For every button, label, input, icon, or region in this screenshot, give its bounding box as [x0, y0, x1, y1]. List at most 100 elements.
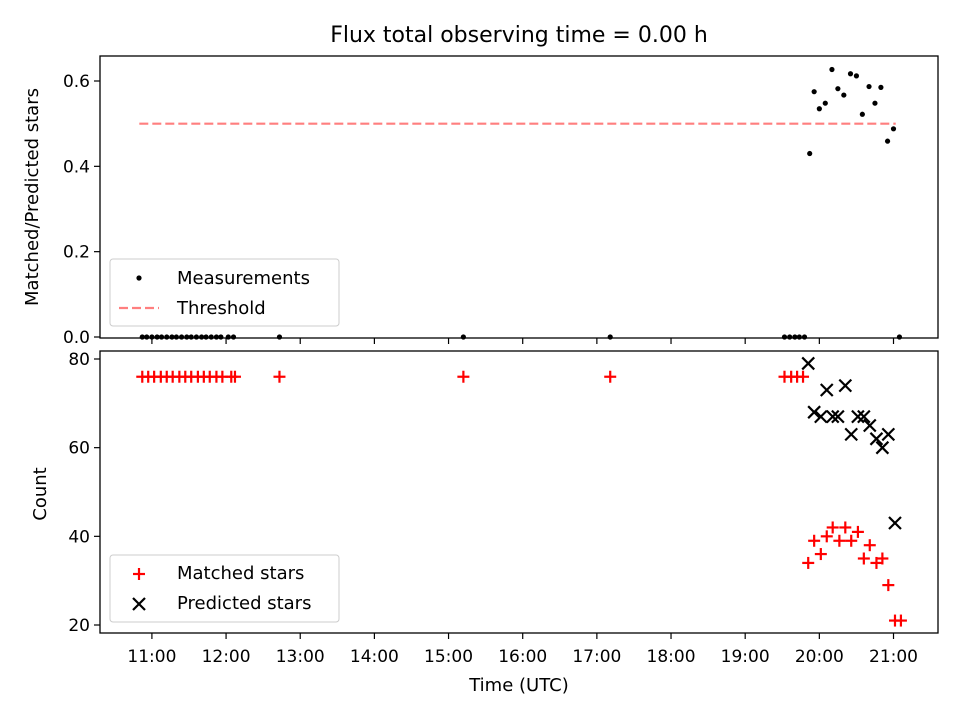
- matched-star-point: [814, 548, 827, 561]
- measurement-point: [853, 73, 860, 79]
- ratio-y-ticks: 0.0 0.2 0.4 0.6: [63, 72, 100, 348]
- matched-star-point: [857, 552, 870, 565]
- measurement-point: [173, 334, 179, 340]
- x-tick-label: 16:00: [498, 647, 547, 667]
- legend-measurements-marker: [136, 275, 142, 281]
- matched-star-point: [802, 556, 815, 569]
- matched-star-point: [808, 534, 821, 547]
- measurement-point: [164, 334, 170, 340]
- predicted-star-point: [851, 409, 865, 424]
- measurement-point: [816, 106, 822, 112]
- x-tick-label: 15:00: [424, 647, 473, 667]
- measurement-point: [154, 334, 160, 340]
- x-tick-label: 13:00: [276, 647, 325, 667]
- predicted-star-point: [888, 516, 902, 530]
- measurement-point: [859, 111, 865, 117]
- x-tick-label: 20:00: [795, 647, 844, 667]
- measurement-point: [169, 334, 175, 340]
- ratio-legend: Measurements Threshold: [109, 258, 340, 327]
- measurement-point: [203, 334, 209, 340]
- matched-star-point: [604, 370, 617, 383]
- matched-star-point: [820, 530, 833, 543]
- count-y-tick-label: 60: [68, 439, 90, 459]
- ratio-y-tick-label: 0.2: [63, 243, 90, 263]
- measurement-point: [208, 334, 214, 340]
- x-tick-label: 19:00: [721, 647, 770, 667]
- count-legend-box: [109, 554, 340, 623]
- x-tick-label: 21:00: [869, 647, 918, 667]
- count-x-ticks: 11:00 12:00 13:00 14:00 15:00 16:00 17:00 18:00…: [127, 633, 918, 667]
- predicted-star-point: [862, 418, 877, 433]
- count-points: [136, 356, 907, 627]
- measurement-point: [178, 334, 185, 340]
- measurement-point: [884, 138, 891, 144]
- measurement-point: [781, 334, 788, 340]
- predicted-star-point: [869, 432, 884, 446]
- count-axes-frame: [99, 350, 939, 634]
- count-y-tick-label: 40: [68, 527, 90, 547]
- count-y-axis-label: Count: [30, 467, 51, 520]
- measurement-point: [878, 84, 884, 90]
- matched-star-point: [882, 579, 895, 592]
- measurement-point: [822, 100, 828, 106]
- matched-star-point: [228, 370, 241, 383]
- legend-measurements-label: Measurements: [177, 268, 310, 289]
- measurement-point: [847, 71, 854, 77]
- measurement-point: [188, 334, 194, 340]
- legend-matched-marker: [133, 568, 145, 580]
- measurement-point: [193, 334, 200, 340]
- measurement-point: [218, 334, 224, 340]
- predicted-star-point: [807, 405, 821, 419]
- count-legend: Matched stars Predicted stars: [109, 554, 340, 623]
- measurement-point: [213, 334, 220, 340]
- measurement-point: [199, 334, 205, 340]
- predicted-star-point: [831, 409, 845, 424]
- matched-star-point: [845, 534, 858, 547]
- measurement-point: [230, 334, 237, 340]
- chart-title: Flux total observing time = 0.00 h: [330, 23, 708, 48]
- measurement-point: [184, 334, 190, 340]
- measurement-point: [835, 86, 841, 92]
- measurement-point: [144, 334, 150, 340]
- x-tick-label: 17:00: [572, 647, 621, 667]
- measurement-point: [139, 334, 145, 340]
- ratio-y-tick-label: 0.0: [63, 328, 90, 348]
- ratio-x-ticks: [151, 338, 895, 344]
- predicted-star-point: [825, 409, 840, 424]
- matched-star-point: [894, 614, 907, 627]
- legend-predicted-label: Predicted stars: [177, 593, 311, 614]
- legend-matched-label: Matched stars: [177, 563, 304, 584]
- measurement-point: [890, 126, 897, 132]
- matched-star-point: [797, 370, 810, 383]
- measurement-point: [829, 66, 835, 73]
- ratio-y-axis-label: Matched/Predicted stars: [22, 88, 43, 306]
- matched-star-point: [839, 521, 852, 534]
- x-tick-label: 18:00: [647, 647, 696, 667]
- predicted-star-point: [814, 409, 828, 424]
- measurement-point: [807, 150, 813, 157]
- measurement-point: [787, 334, 793, 340]
- measurement-point: [801, 334, 808, 340]
- measurement-point: [866, 83, 872, 90]
- predicted-star-point: [801, 356, 815, 371]
- measurement-point: [460, 334, 466, 340]
- matched-star-point: [833, 534, 846, 547]
- measurement-point: [792, 334, 798, 340]
- matched-star-point: [457, 370, 470, 383]
- count-y-ticks: 20 40 60 80: [68, 350, 100, 636]
- legend-predicted-marker: [132, 597, 146, 611]
- x-tick-label: 11:00: [127, 647, 176, 667]
- measurement-point: [607, 334, 613, 340]
- ratio-y-tick-label: 0.4: [63, 157, 90, 177]
- matched-star-point: [876, 552, 889, 565]
- x-tick-label: 12:00: [202, 647, 251, 667]
- matched-star-point: [826, 521, 839, 534]
- predicted-star-point: [838, 378, 853, 393]
- matched-star-point: [851, 525, 864, 538]
- predicted-star-point: [844, 427, 859, 442]
- measurement-point: [872, 100, 878, 106]
- x-axis-label: Time (UTC): [468, 675, 569, 696]
- predicted-star-point: [819, 383, 834, 397]
